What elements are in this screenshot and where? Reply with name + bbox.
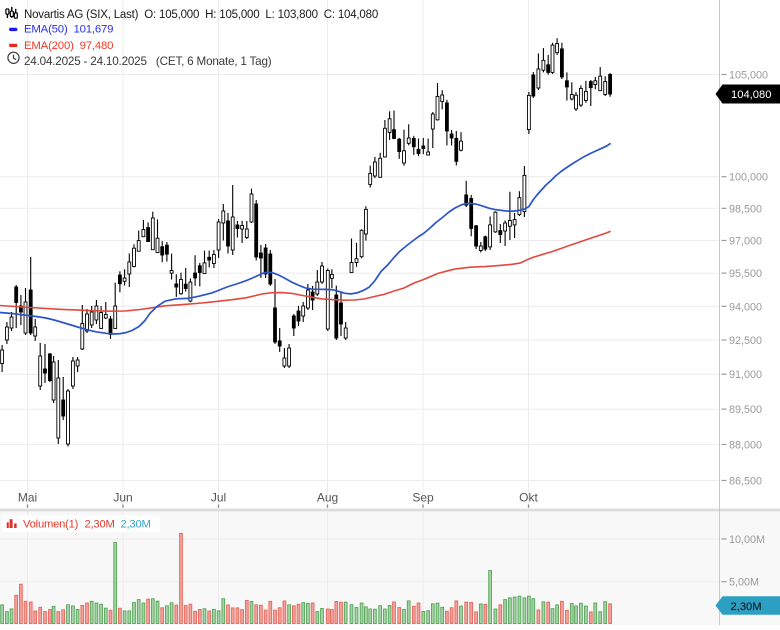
svg-text:Volumen(1): Volumen(1) bbox=[23, 519, 79, 531]
svg-text:Mai: Mai bbox=[18, 491, 37, 505]
svg-text:92,500: 92,500 bbox=[729, 335, 762, 347]
svg-text:89,500: 89,500 bbox=[729, 404, 762, 416]
svg-text:2,30M: 2,30M bbox=[121, 519, 151, 531]
svg-text:100,000: 100,000 bbox=[729, 172, 768, 184]
svg-text:24.04.2025 - 24.10.2025 (CET: 24.04.2025 - 24.10.2025 (CET, 6 Monate, … bbox=[24, 55, 272, 68]
svg-text:EMA(50) 101,679: EMA(50) 101,679 bbox=[24, 24, 113, 36]
svg-text:2,30M: 2,30M bbox=[731, 601, 762, 613]
svg-text:Sep: Sep bbox=[412, 491, 434, 505]
svg-text:EMA(200) 97,480: EMA(200) 97,480 bbox=[24, 40, 113, 52]
svg-text:Aug: Aug bbox=[317, 491, 338, 505]
svg-text:98,500: 98,500 bbox=[729, 203, 762, 215]
svg-text:Jun: Jun bbox=[113, 491, 132, 505]
svg-text:105,000: 105,000 bbox=[729, 70, 768, 82]
svg-text:Jul: Jul bbox=[211, 491, 226, 505]
svg-text:Okt: Okt bbox=[519, 491, 538, 505]
svg-text:94,000: 94,000 bbox=[729, 301, 762, 313]
svg-text:5,00M: 5,00M bbox=[729, 577, 759, 589]
svg-text:88,000: 88,000 bbox=[729, 440, 762, 452]
svg-text:97,000: 97,000 bbox=[729, 236, 762, 248]
svg-text:91,000: 91,000 bbox=[729, 369, 762, 381]
svg-text:Novartis AG (SIX, Last) O: 10: Novartis AG (SIX, Last) O: 105,000 H: 10… bbox=[24, 9, 378, 21]
svg-text:10,00M: 10,00M bbox=[729, 534, 765, 546]
svg-text:104,080: 104,080 bbox=[731, 89, 771, 101]
svg-text:95,500: 95,500 bbox=[729, 268, 762, 280]
svg-text:2,30M: 2,30M bbox=[85, 519, 115, 531]
svg-text:86,500: 86,500 bbox=[729, 476, 762, 488]
